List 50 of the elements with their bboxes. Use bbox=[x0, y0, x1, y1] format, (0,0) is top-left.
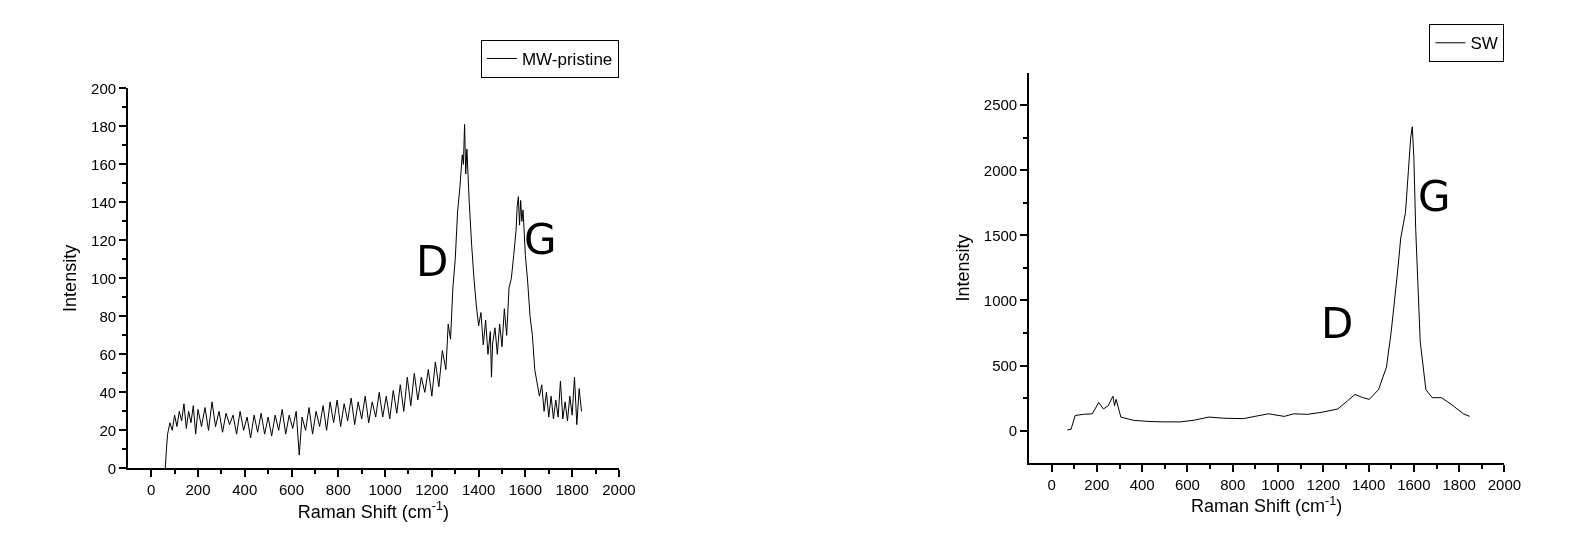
x-tick-label: 600 bbox=[279, 481, 305, 499]
x-tick-label: 1400 bbox=[461, 481, 496, 499]
annotation: D bbox=[416, 237, 449, 286]
x-tick-label: 200 bbox=[1084, 475, 1110, 493]
x-tick-label: 2000 bbox=[602, 481, 636, 499]
y-tick-label: 1000 bbox=[983, 291, 1018, 309]
y-tick-label: 20 bbox=[99, 421, 117, 439]
x-tick-label: 600 bbox=[1174, 475, 1200, 493]
y-tick-label: 1500 bbox=[983, 226, 1018, 244]
x-axis-title: Raman Shift (cm$^{-1}$) bbox=[1191, 493, 1343, 517]
x-tick-label: 400 bbox=[1129, 475, 1155, 493]
x-tick-label: 1200 bbox=[415, 481, 449, 499]
y-tick-label: 180 bbox=[91, 117, 117, 135]
x-tick-label: 0 bbox=[1047, 475, 1056, 493]
y-tick-label: 2500 bbox=[983, 96, 1018, 114]
x-tick-label: 800 bbox=[1220, 475, 1246, 493]
x-tick-label: 800 bbox=[325, 481, 351, 499]
x-axis-title: Raman Shift (cm$^{-1}$) bbox=[297, 499, 450, 522]
y-tick-label: 60 bbox=[99, 345, 117, 363]
x-tick-label: 1600 bbox=[1397, 475, 1431, 493]
x-tick-label: 1000 bbox=[1261, 475, 1295, 493]
legend-label: SW bbox=[1470, 34, 1498, 54]
y-tick-label: 160 bbox=[91, 155, 117, 173]
line-series bbox=[1066, 126, 1471, 431]
x-tick-label: 1600 bbox=[508, 481, 543, 499]
x-tick-label: 1800 bbox=[1442, 475, 1476, 493]
y-tick-label: 40 bbox=[99, 383, 117, 401]
y-tick-label: 0 bbox=[1008, 421, 1018, 439]
annotation: G bbox=[524, 215, 557, 264]
annotation: G bbox=[1418, 172, 1451, 221]
legend-label: MW-pristine bbox=[521, 50, 613, 70]
x-tick-label: 0 bbox=[147, 481, 156, 499]
x-tick-label: 1800 bbox=[555, 481, 589, 499]
y-axis-title: Intensity bbox=[59, 244, 80, 312]
y-tick-label: 200 bbox=[91, 79, 117, 97]
y-tick-label: 2000 bbox=[983, 161, 1018, 179]
x-tick-label: 1200 bbox=[1306, 475, 1340, 493]
x-tick-label: 200 bbox=[185, 481, 211, 499]
x-tick-label: 1400 bbox=[1351, 475, 1386, 493]
y-tick-label: 100 bbox=[91, 269, 117, 287]
x-tick-label: 2000 bbox=[1487, 475, 1522, 493]
y-tick-label: 500 bbox=[992, 356, 1018, 374]
y-axis-title: Intensity bbox=[952, 234, 973, 302]
y-tick-label: 0 bbox=[107, 459, 117, 477]
x-tick-label: 1000 bbox=[368, 481, 402, 499]
y-tick-label: 140 bbox=[91, 193, 117, 211]
y-tick-label: 80 bbox=[99, 307, 117, 325]
annotation: D bbox=[1321, 299, 1354, 348]
x-tick-label: 400 bbox=[232, 481, 258, 499]
y-tick-label: 120 bbox=[91, 231, 117, 249]
